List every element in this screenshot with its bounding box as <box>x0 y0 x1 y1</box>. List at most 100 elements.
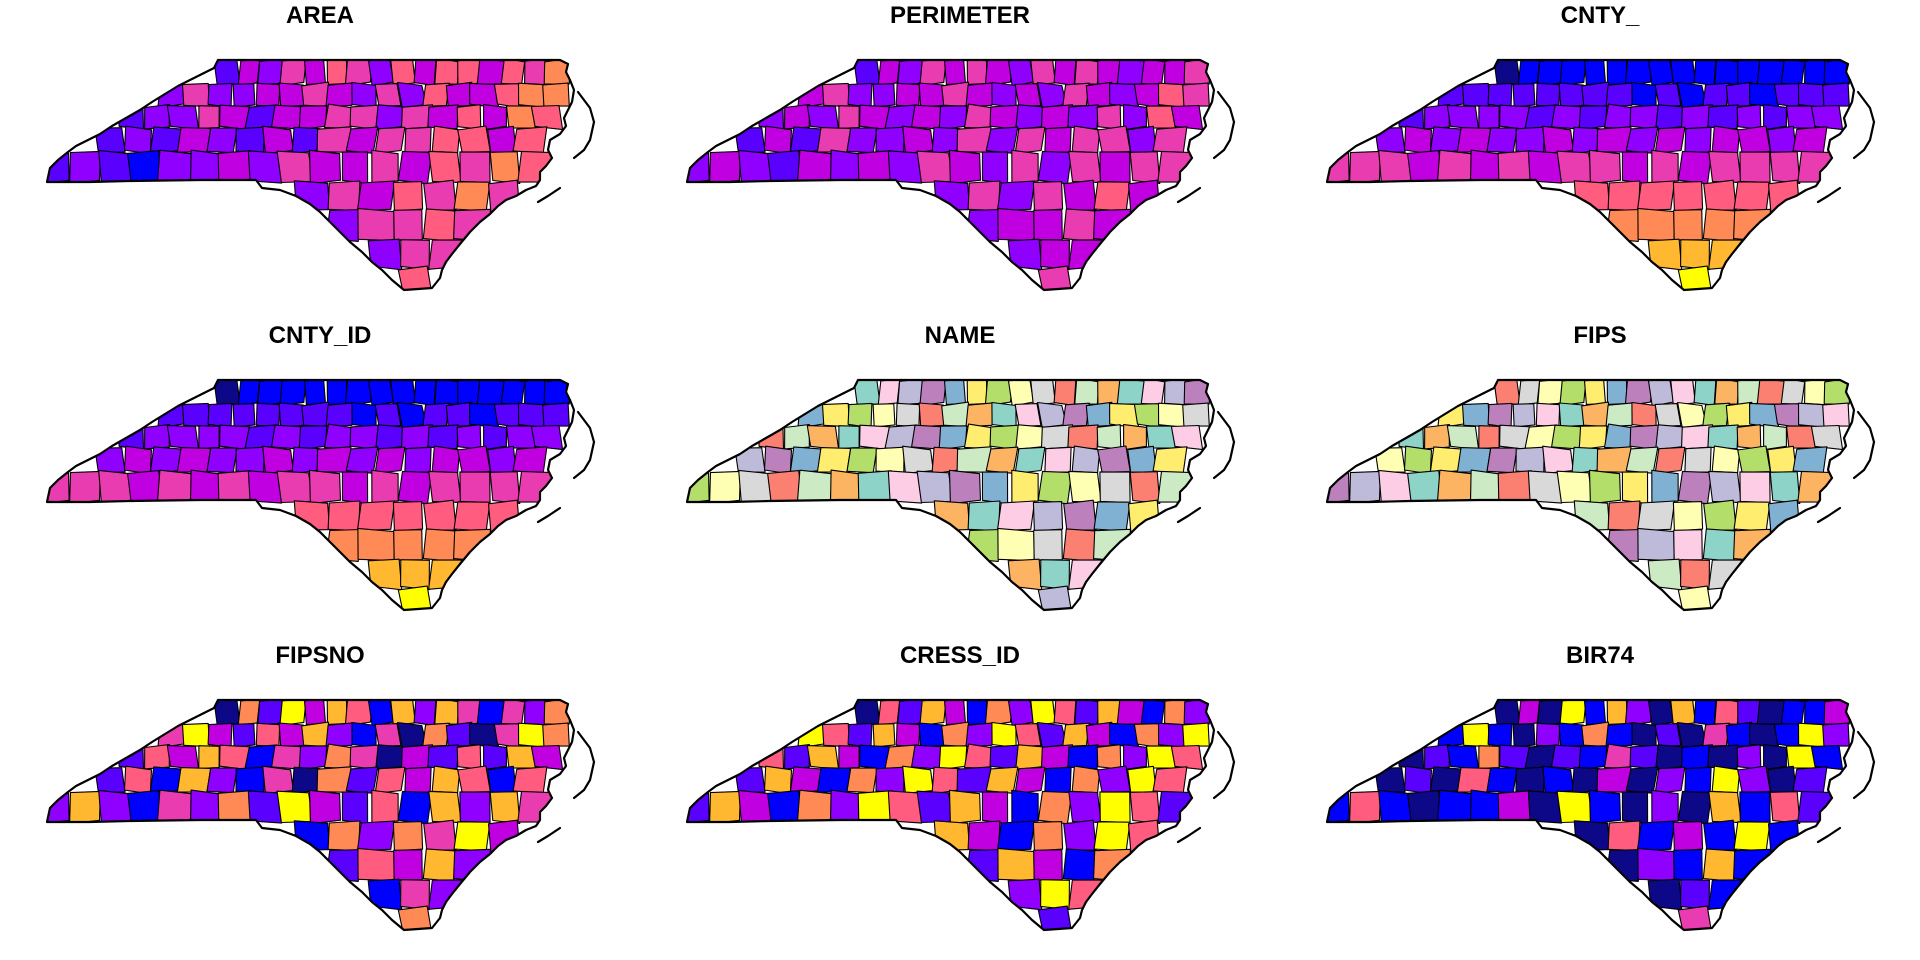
panel-fipsno: FIPSNO <box>0 640 640 960</box>
county-polygon <box>1424 743 1450 770</box>
county-polygon <box>997 207 1035 242</box>
county-polygon <box>1116 700 1146 725</box>
county-polygon <box>1559 380 1587 407</box>
county-polygon <box>1651 149 1679 184</box>
county-polygon <box>1040 239 1070 271</box>
county-polygon <box>1736 104 1762 130</box>
county-polygon <box>1133 403 1163 429</box>
county-polygon <box>763 445 793 475</box>
county-polygon <box>1493 700 1521 725</box>
county-polygon <box>1182 402 1210 427</box>
county-polygon <box>247 790 283 824</box>
county-polygon <box>1756 700 1786 725</box>
county-polygon <box>431 445 461 474</box>
county-polygon <box>189 149 221 185</box>
county-polygon <box>303 700 327 725</box>
county-polygon <box>838 105 860 130</box>
panel-cnty-id: CNTY_ID <box>0 320 640 640</box>
county-polygon <box>1063 819 1097 851</box>
county-polygon <box>1629 424 1661 451</box>
county-polygon <box>453 821 491 852</box>
county-polygon <box>846 767 878 794</box>
county-polygon <box>763 125 793 155</box>
county-polygon <box>1461 722 1491 748</box>
county-polygon <box>846 447 878 474</box>
county-polygon <box>1673 529 1703 561</box>
county-polygon <box>1621 791 1649 825</box>
county-polygon <box>1349 150 1381 185</box>
county-polygon <box>69 470 101 505</box>
county-polygon <box>1515 766 1545 794</box>
county-polygon <box>1014 403 1042 427</box>
county-polygon <box>1053 60 1077 86</box>
county-polygon <box>948 789 982 825</box>
county-polygon <box>1736 744 1762 770</box>
county-polygon <box>1792 766 1828 794</box>
county-polygon <box>505 425 537 449</box>
county-polygon <box>1099 471 1131 504</box>
county-polygon <box>1637 847 1675 882</box>
county-polygon <box>738 149 772 184</box>
county-polygon <box>149 766 183 794</box>
county-polygon <box>367 60 395 87</box>
county-polygon <box>1378 789 1412 824</box>
county-polygon <box>390 60 416 86</box>
county-polygon <box>1607 180 1641 212</box>
panel-fips: FIPS <box>1280 320 1920 640</box>
county-polygon <box>1170 104 1204 131</box>
county-polygon <box>457 700 481 726</box>
county-polygon <box>149 446 183 474</box>
county-polygon <box>493 723 523 749</box>
county-polygon <box>512 446 548 474</box>
county-polygon <box>1647 558 1683 591</box>
outer-banks-line <box>536 730 596 844</box>
county-polygon <box>1044 126 1072 153</box>
county-polygon <box>459 151 491 184</box>
county-polygon <box>1780 700 1806 726</box>
county-polygon <box>1486 127 1518 154</box>
county-polygon <box>487 125 517 153</box>
county-polygon <box>1133 723 1163 749</box>
county-polygon <box>457 380 481 406</box>
county-polygon <box>1456 127 1492 153</box>
county-polygon <box>1097 445 1131 473</box>
county-polygon <box>404 766 432 793</box>
county-polygon <box>94 127 126 153</box>
county-polygon <box>517 470 553 503</box>
county-polygon <box>483 424 507 451</box>
county-polygon <box>500 380 526 406</box>
county-polygon <box>1670 700 1696 726</box>
nc-county-map-fips <box>1325 378 1876 612</box>
county-polygon <box>734 127 766 153</box>
county-polygon <box>938 105 968 131</box>
county-polygon <box>1737 765 1771 793</box>
county-polygon <box>838 425 860 450</box>
county-polygon <box>323 103 355 130</box>
county-polygon <box>397 470 433 505</box>
county-polygon <box>1403 765 1433 795</box>
county-polygon <box>1497 470 1533 504</box>
county-polygon <box>489 151 521 185</box>
county-polygon <box>156 469 194 504</box>
panel-cress-id: CRESS_ID <box>640 640 1280 960</box>
county-polygon <box>1797 790 1833 823</box>
county-polygon <box>1785 745 1817 769</box>
county-polygon <box>1711 125 1741 154</box>
county-polygon <box>763 765 793 795</box>
county-polygon <box>734 447 766 473</box>
county-polygon <box>1068 790 1102 824</box>
county-polygon <box>1810 744 1844 771</box>
county-polygon <box>457 125 491 153</box>
county-polygon <box>1542 125 1574 154</box>
county-polygon <box>1556 470 1594 504</box>
county-polygon <box>117 743 145 771</box>
county-polygon <box>291 446 321 475</box>
county-polygon <box>371 789 399 824</box>
county-polygon <box>323 743 355 770</box>
panel-title-area: AREA <box>285 2 354 29</box>
county-polygon <box>1007 238 1043 271</box>
nc-county-map-cnty-id <box>45 378 596 612</box>
county-polygon <box>738 789 772 824</box>
county-polygon <box>1737 125 1771 153</box>
county-polygon <box>875 446 905 474</box>
